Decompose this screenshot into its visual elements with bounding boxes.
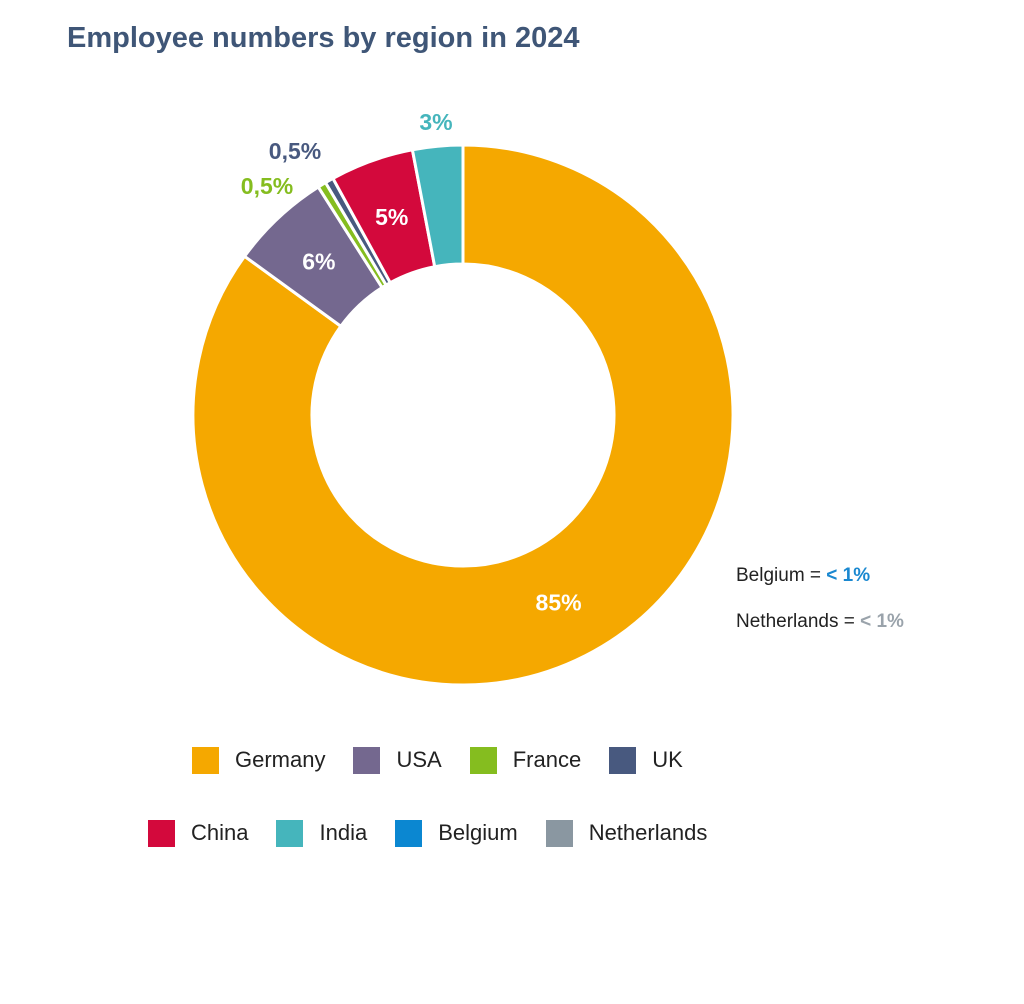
legend-label-germany: Germany (235, 747, 326, 772)
legend-item-uk: UK (609, 746, 683, 774)
belgium-note: Belgium = < 1% (736, 565, 870, 587)
legend-swatch-uk (609, 746, 637, 774)
netherlands-note-label: Netherlands = (736, 611, 861, 632)
legend-swatch-germany (192, 746, 219, 774)
legend-label-usa: USA (396, 747, 442, 772)
legend-swatch-france (469, 746, 497, 774)
netherlands-note-value: < 1% (860, 611, 904, 632)
data-label-france: 0,5% (241, 173, 293, 199)
data-label-uk: 0,5% (269, 138, 321, 164)
legend-label-france: France (512, 747, 582, 772)
legend-label-india: India (319, 820, 368, 845)
legend-row-1: Germany USA France UK (192, 745, 711, 775)
legend-swatch-india (276, 819, 304, 847)
chart-title: Employee numbers by region in 2024 (67, 22, 580, 54)
legend-label-china: China (191, 820, 249, 845)
legend-item-india: India (276, 819, 368, 847)
netherlands-note: Netherlands = < 1% (736, 611, 904, 633)
legend-swatch-netherlands (545, 819, 573, 847)
slice-germany (191, 143, 735, 687)
legend-label-belgium: Belgium (438, 820, 518, 845)
data-label-india: 3% (419, 109, 452, 135)
legend-row-2: China India Belgium Netherlands (148, 818, 735, 848)
legend-item-usa: USA (353, 746, 442, 774)
legend-label-uk: UK (652, 747, 683, 772)
legend-item-germany: Germany (192, 746, 326, 774)
data-label-germany: 85% (536, 590, 582, 616)
legend-item-china: China (148, 819, 249, 847)
data-label-usa: 6% (302, 249, 335, 275)
legend-swatch-usa (353, 746, 381, 774)
slice-india (410, 143, 465, 269)
legend-item-france: France (469, 746, 582, 774)
legend-item-belgium: Belgium (395, 819, 518, 847)
belgium-note-label: Belgium = (736, 565, 827, 586)
data-label-china: 5% (375, 204, 408, 230)
legend-item-netherlands: Netherlands (545, 819, 708, 847)
legend-swatch-belgium (395, 819, 423, 847)
legend-label-netherlands: Netherlands (588, 820, 708, 845)
belgium-note-value: < 1% (826, 565, 871, 586)
legend-swatch-china (148, 819, 175, 847)
